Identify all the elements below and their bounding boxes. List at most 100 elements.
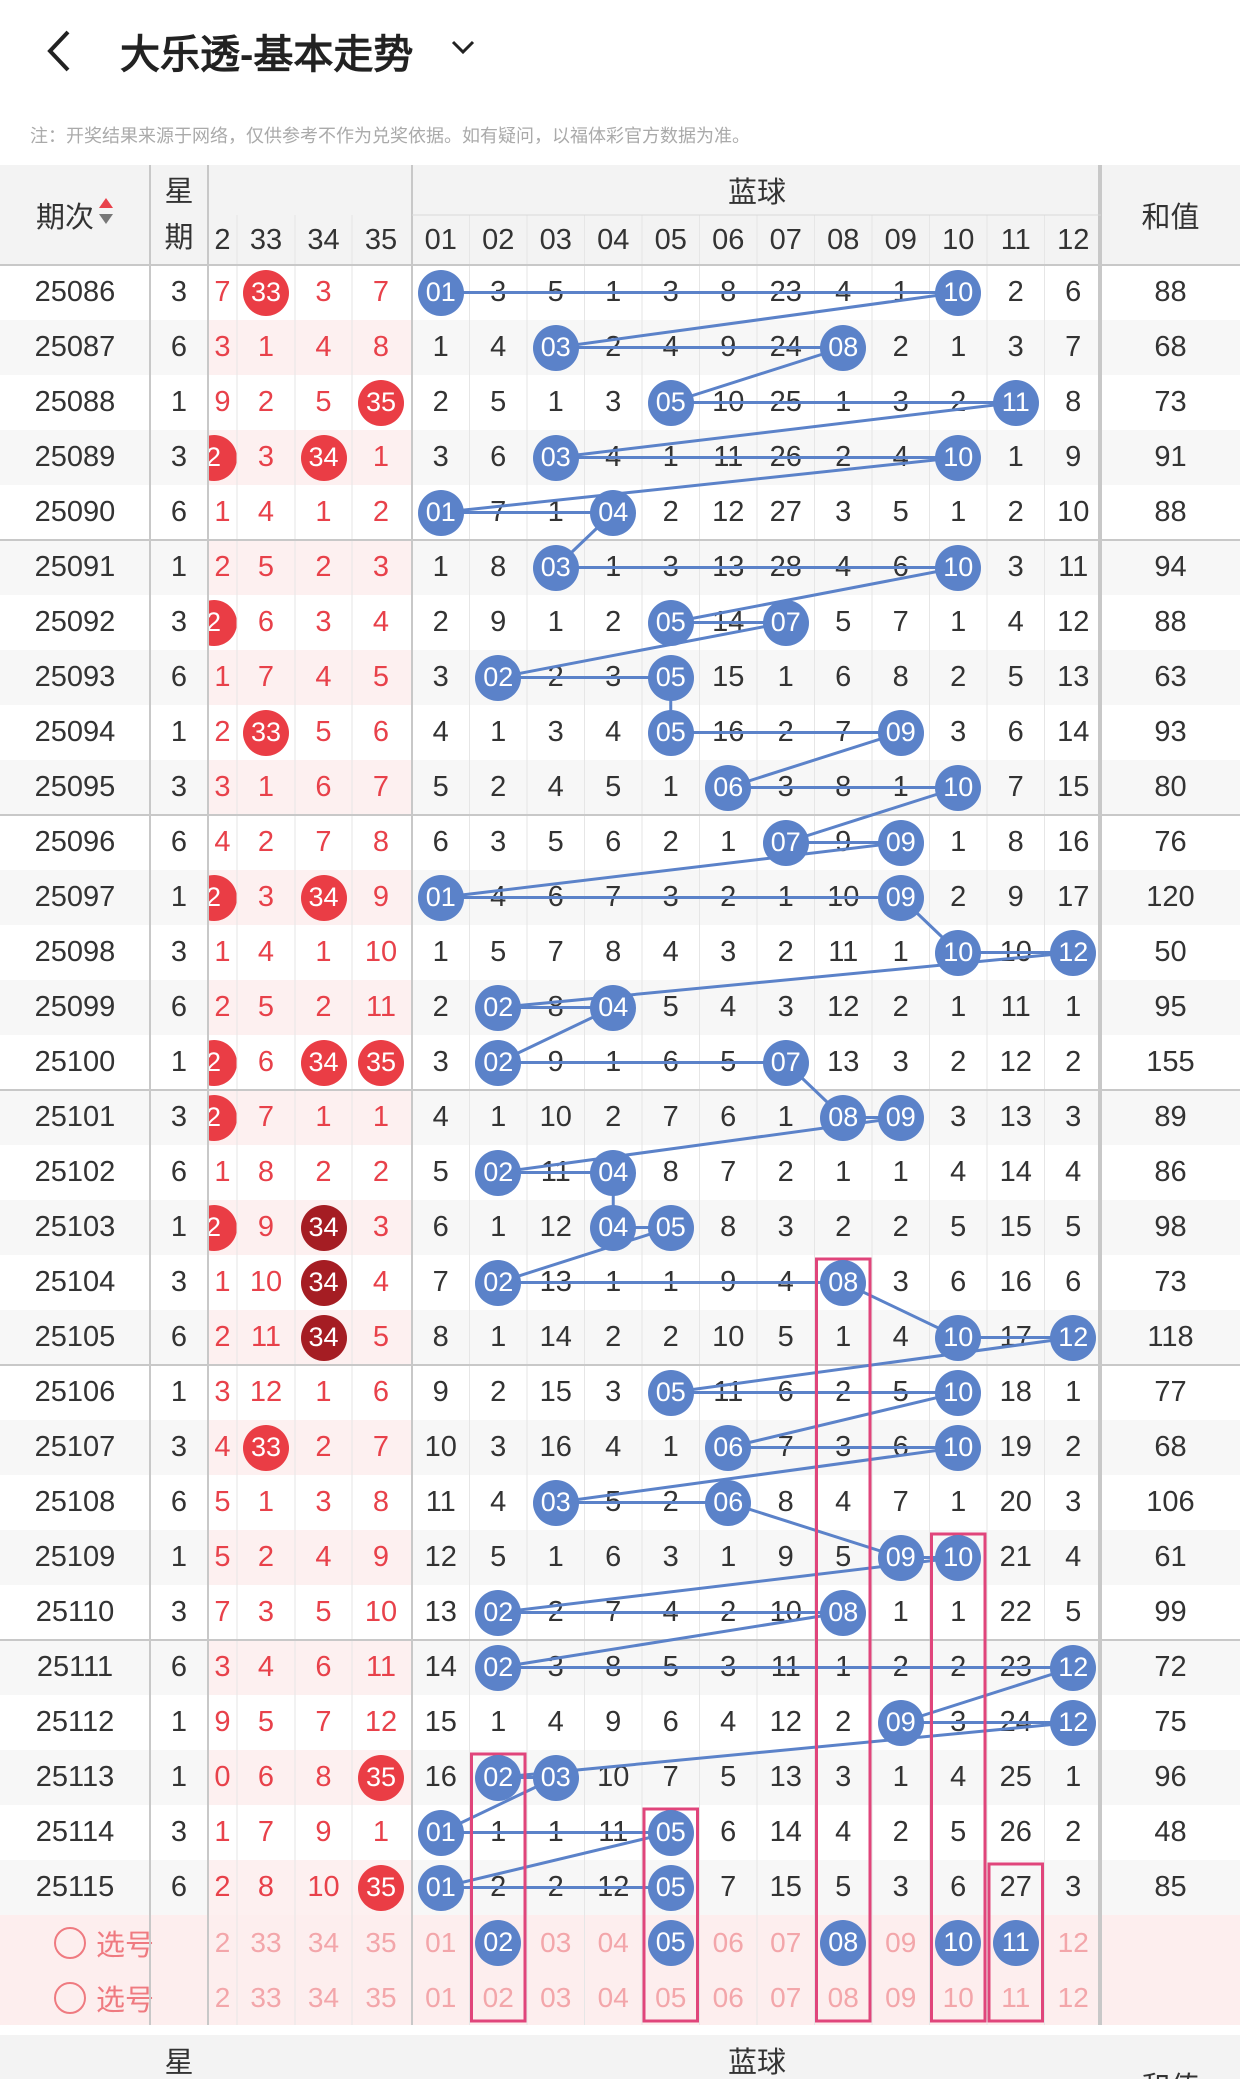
blue-ball: 03 (532, 544, 579, 591)
blue-miss-count: 1 (950, 1596, 967, 1628)
pick-blue-number[interactable]: 09 (885, 1926, 917, 1958)
blue-miss-count: 7 (720, 1156, 737, 1188)
chevron-down-icon[interactable] (448, 32, 478, 62)
front-miss-count: 4 (257, 1651, 275, 1683)
pick-blue-number[interactable]: 08 (827, 1981, 859, 2013)
blue-miss-count: 1 (835, 1651, 852, 1683)
front-zone-shade (208, 650, 412, 705)
back-icon[interactable] (40, 26, 80, 76)
pick-blue-number[interactable]: 06 (712, 1981, 744, 2013)
front-miss-count: 2 (214, 1321, 231, 1353)
blue-ball[interactable]: 05 (647, 1919, 694, 1966)
blue-miss-count: 12 (424, 1541, 457, 1573)
period-cell: 25114 (35, 1816, 115, 1848)
front-ball: 35 (352, 1860, 410, 1915)
radio-icon[interactable] (53, 1981, 86, 2014)
blue-miss-count: 3 (1065, 1101, 1082, 1133)
blue-ball-cell: 05 (642, 650, 700, 705)
pick-blue-number[interactable]: 07 (770, 1981, 802, 2013)
blue-miss-count: 13 (827, 1046, 860, 1078)
pick-blue-number[interactable]: 02 (482, 1981, 514, 2013)
blue-col-header: 11 (1000, 223, 1031, 256)
pick-front-number[interactable]: 2 (214, 1926, 231, 1958)
pick-blue-number[interactable]: 01 (425, 1926, 457, 1958)
blue-miss-count: 6 (490, 441, 507, 473)
blue-ball-cell: 05 (642, 1860, 700, 1915)
pick-blue-number[interactable]: 05 (655, 1981, 687, 2013)
pick-front-number[interactable]: 33 (250, 1926, 282, 1958)
pick-blue-number[interactable]: 12 (1057, 1981, 1089, 2013)
pick-blue-number[interactable]: 03 (540, 1981, 572, 2013)
red-ball: 33 (243, 269, 289, 316)
pick-front-number[interactable]: 35 (365, 1981, 397, 2013)
pick-selector[interactable]: 选号 (0, 1915, 208, 1970)
blue-miss-count: 5 (835, 1871, 852, 1903)
footer-sum-header: 和值 (1101, 2035, 1240, 2079)
pick-blue-number[interactable]: 12 (1057, 1926, 1089, 1958)
pick-front-number[interactable]: 34 (307, 1926, 340, 1958)
pick-blue-number[interactable]: 09 (885, 1981, 917, 2013)
pick-blue-number[interactable]: 10 (942, 1981, 974, 2013)
blue-ball-cell: 07 (757, 815, 815, 870)
pick-front-number[interactable]: 33 (250, 1981, 282, 2013)
front-miss-count: 3 (214, 771, 231, 803)
blue-miss-count: 2 (892, 331, 909, 363)
pick-front-number[interactable]: 34 (307, 1981, 340, 2013)
blue-miss-count: 1 (490, 1321, 507, 1353)
pick-blue-number[interactable]: 01 (425, 1981, 457, 2013)
front-miss-count: 2 (315, 1431, 332, 1463)
period-header[interactable]: 期次 (0, 165, 150, 265)
blue-ball[interactable]: 08 (820, 1919, 867, 1966)
blue-ball[interactable]: 02 (475, 1919, 522, 1966)
pick-blue-selected[interactable]: 08 (815, 1915, 873, 1970)
pick-blue-number[interactable]: 03 (540, 1926, 572, 1958)
pick-blue-number[interactable]: 06 (712, 1926, 744, 1958)
front-miss-count: 3 (257, 441, 275, 473)
front-miss-count: 12 (249, 1376, 283, 1408)
blue-ball-cell: 10 (930, 925, 988, 980)
sort-icon[interactable] (98, 196, 114, 234)
blue-miss-count: 14 (999, 1156, 1032, 1188)
front-miss-count: 7 (372, 771, 390, 803)
front-zone-shade (208, 1090, 412, 1145)
sum-cell: 155 (1146, 1046, 1195, 1078)
sum-cell: 106 (1146, 1486, 1195, 1518)
blue-ball[interactable]: 10 (935, 1919, 982, 1966)
pick-selector[interactable]: 选号 (0, 1970, 208, 2025)
pick-blue-selected[interactable]: 05 (642, 1915, 700, 1970)
blue-miss-count: 6 (1065, 1266, 1082, 1298)
pick-blue-selected[interactable]: 11 (987, 1915, 1045, 1970)
front-miss-count: 5 (315, 386, 332, 418)
blue-miss-count: 5 (777, 1321, 794, 1353)
blue-ball-cell: 01 (412, 265, 470, 320)
pick-front-number[interactable]: 35 (365, 1926, 397, 1958)
blue-miss-count: 1 (662, 441, 679, 473)
blue-miss-count: 4 (605, 1431, 622, 1463)
blue-ball-cell: 08 (815, 320, 873, 375)
front-miss-count: 4 (214, 1431, 231, 1463)
blue-miss-count: 4 (892, 1321, 909, 1353)
pick-blue-number[interactable]: 04 (597, 1926, 629, 1958)
pick-blue-selected[interactable]: 10 (930, 1915, 988, 1970)
sum-cell: 85 (1154, 1871, 1187, 1903)
blue-ball: 04 (590, 1204, 637, 1251)
pick-blue-number[interactable]: 11 (1001, 1981, 1031, 2013)
front-miss-count: 4 (315, 331, 332, 363)
blue-ball[interactable]: 11 (992, 1919, 1039, 1966)
radio-icon[interactable] (53, 1926, 86, 1959)
blue-miss-count: 3 (1007, 551, 1024, 583)
pick-blue-selected[interactable]: 02 (470, 1915, 528, 1970)
front-zone-shade (208, 1420, 412, 1475)
pick-front-number[interactable]: 2 (214, 1981, 231, 2013)
blue-ball: 04 (590, 1149, 637, 1196)
pick-blue-number[interactable]: 07 (770, 1926, 802, 1958)
front-miss-count: 2 (372, 1156, 390, 1188)
table-row (0, 760, 1240, 815)
period-cell: 25113 (35, 1761, 115, 1793)
blue-ball: 01 (417, 269, 464, 316)
blue-miss-count: 26 (769, 441, 802, 473)
front-miss-count: 5 (214, 1541, 231, 1573)
blue-miss-count: 3 (432, 441, 449, 473)
blue-miss-count: 4 (835, 276, 852, 308)
pick-blue-number[interactable]: 04 (597, 1981, 629, 2013)
